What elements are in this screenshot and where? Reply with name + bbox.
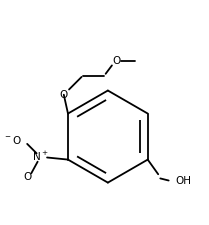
Text: O: O	[60, 90, 68, 100]
Text: N$^+$: N$^+$	[32, 150, 49, 163]
Text: $^-$O: $^-$O	[3, 134, 22, 146]
Text: O: O	[23, 172, 31, 182]
Text: O: O	[112, 56, 120, 66]
Text: OH: OH	[175, 176, 191, 186]
